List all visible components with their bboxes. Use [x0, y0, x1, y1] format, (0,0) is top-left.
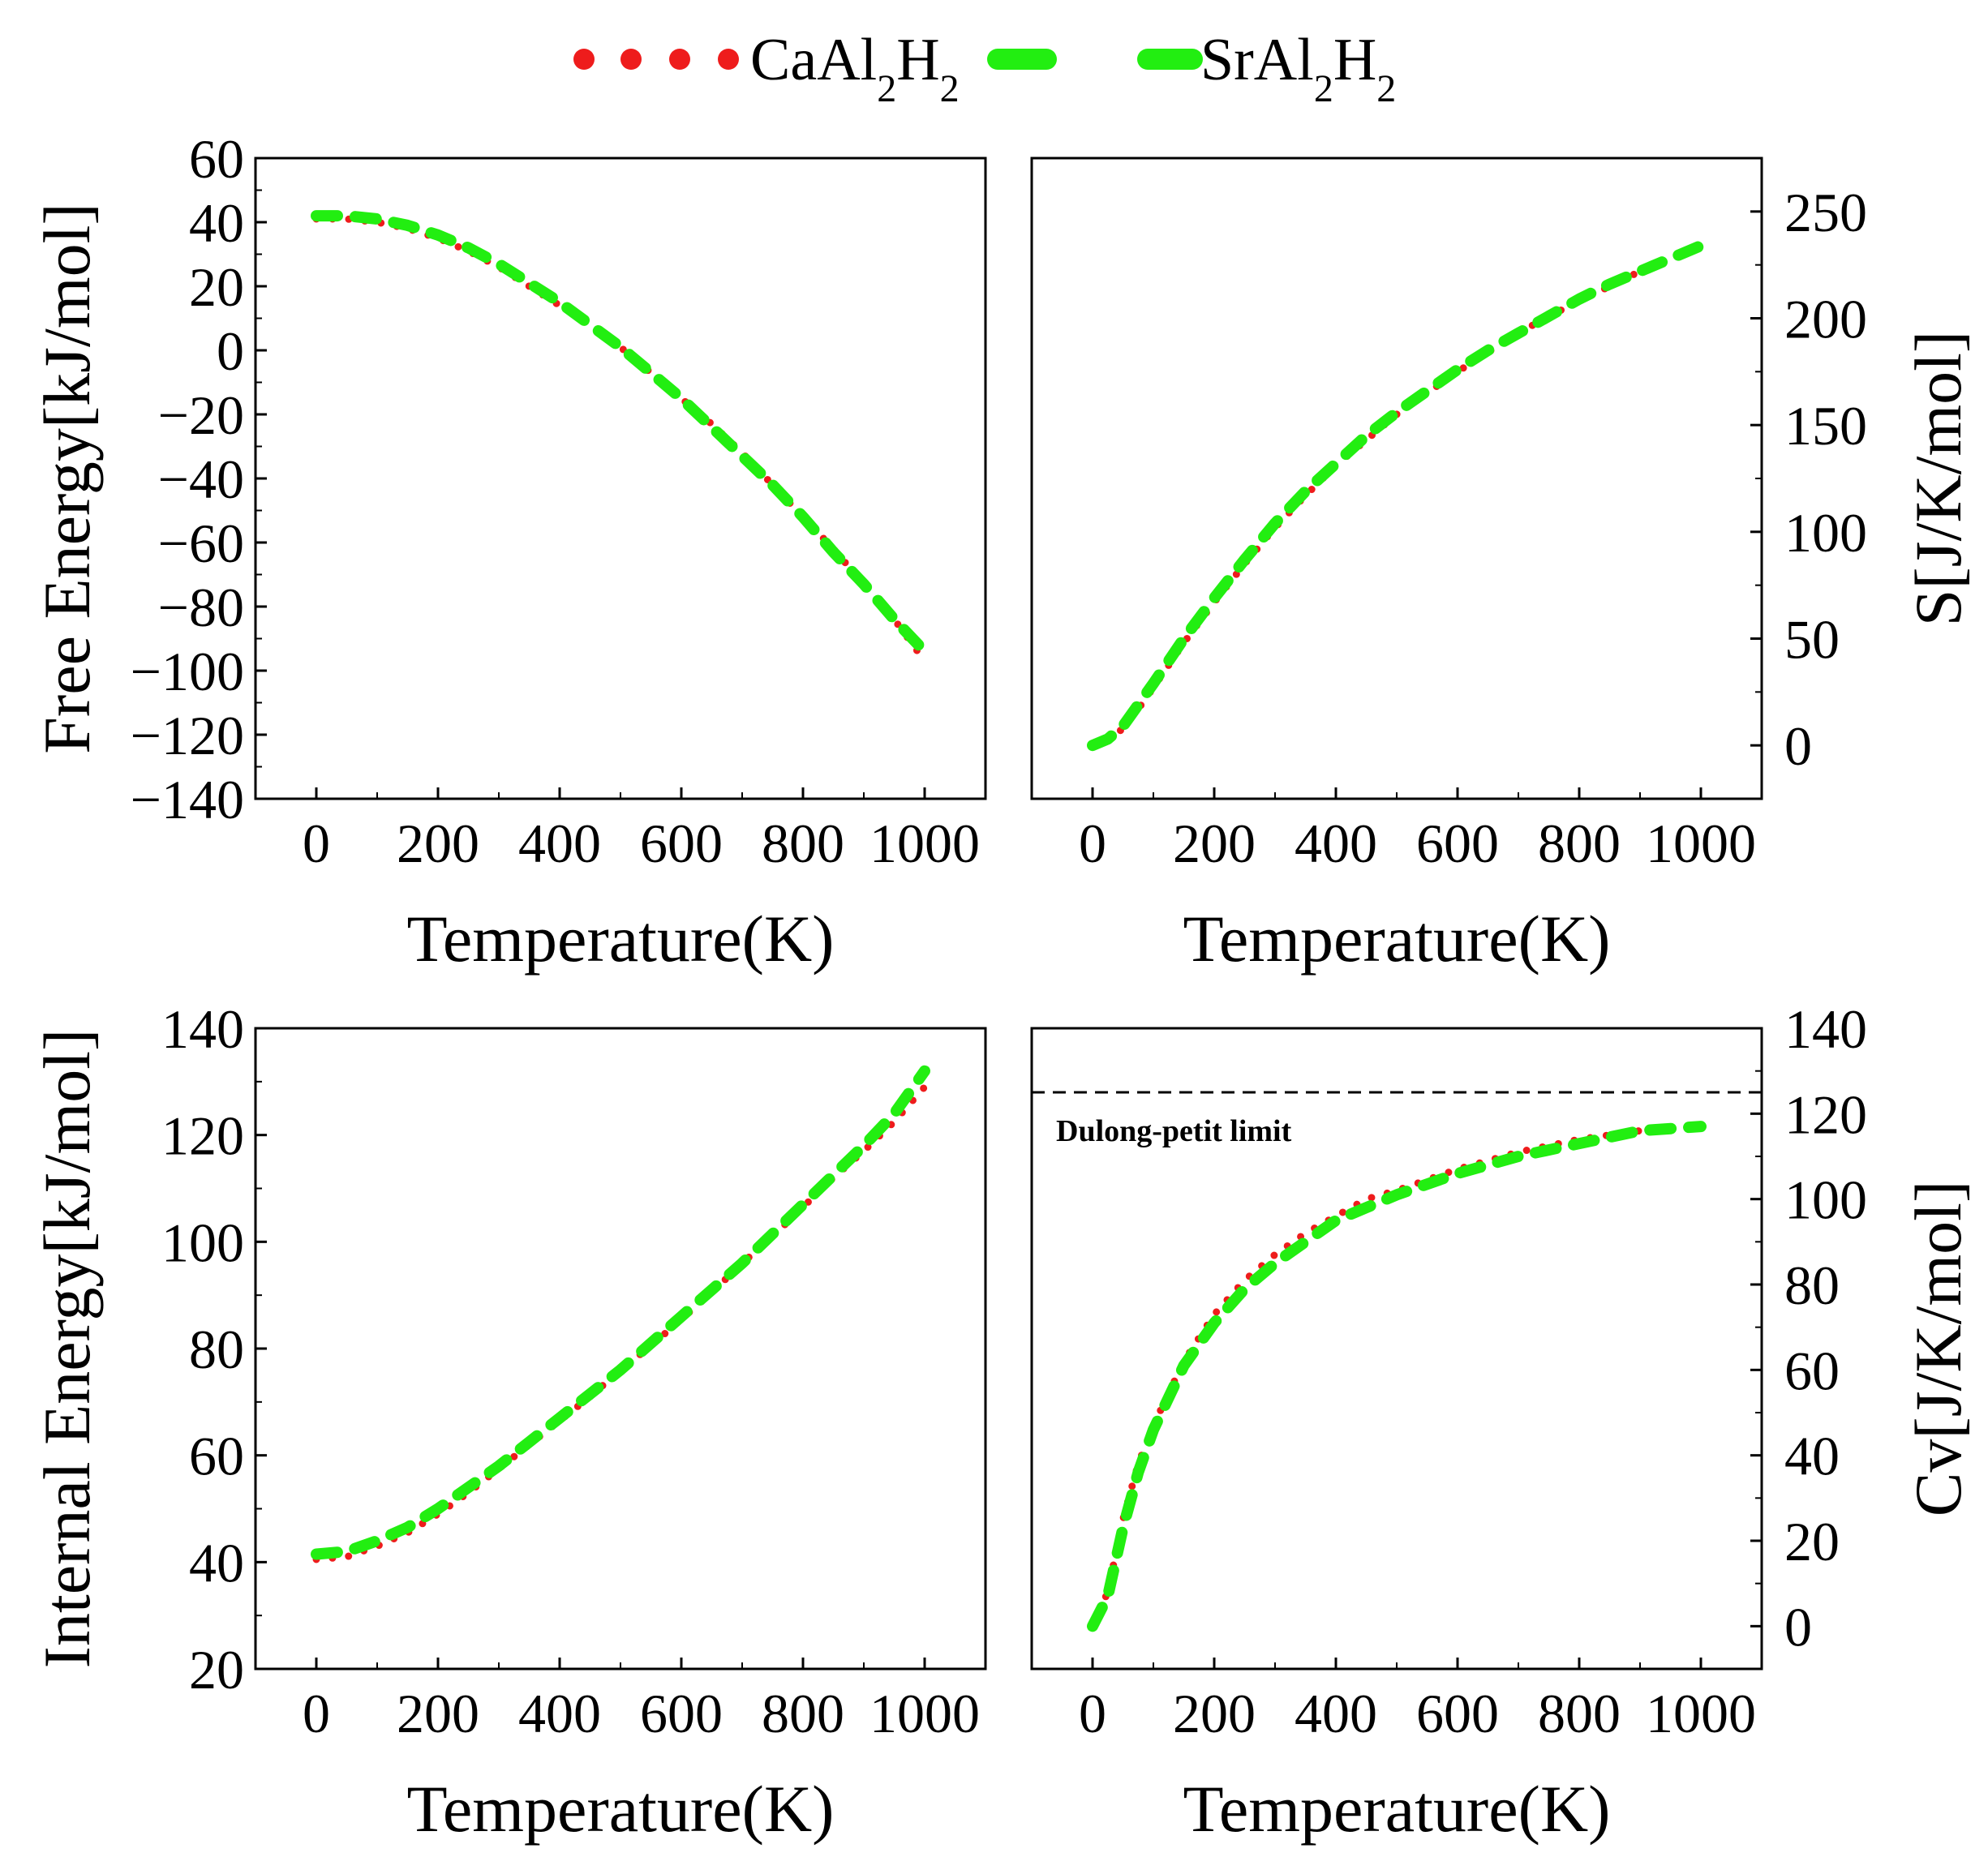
- x-tick-label: 600: [1416, 813, 1499, 874]
- y-tick-label: 20: [189, 1639, 244, 1701]
- y-tick-label: 60: [1784, 1340, 1840, 1401]
- series-sr-entropy: [1087, 240, 1707, 752]
- panel-internal-energy: 0 200 400 600 800 1000 20 40 60 80 100 120 140 Temper…: [30, 998, 987, 1846]
- legend: CaAl2H2 SrAl2H2: [573, 27, 1396, 110]
- y-tick-label: −80: [158, 577, 244, 638]
- x-tick-label: 800: [762, 813, 844, 874]
- y-tick-label: 60: [189, 1426, 244, 1487]
- legend-ca-label: CaAl2H2: [750, 27, 960, 110]
- x-axis-title: Temperature(K): [1183, 902, 1611, 976]
- x-tick-label: 400: [518, 1683, 601, 1744]
- legend-item-ca: CaAl2H2: [573, 27, 960, 110]
- y-tick-label: 40: [1784, 1426, 1840, 1487]
- panel-entropy: 0 200 400 600 800 1000 0 50 100 150 200 250 Temperat…: [1030, 157, 1975, 976]
- y-tick-label: 200: [1784, 289, 1867, 350]
- series-sr-internal-energy: [311, 1065, 930, 1560]
- y-axis-title: Free Energy[kJ/mol]: [30, 203, 104, 753]
- legend-sr-label: SrAl2H2: [1200, 27, 1396, 110]
- y-tick-label: 140: [1784, 998, 1867, 1060]
- y-tick-label: 120: [1784, 1083, 1867, 1145]
- y-tick-label: 40: [189, 192, 244, 254]
- y-tick-label: −120: [131, 705, 244, 766]
- legend-ca-marker: [573, 49, 595, 70]
- y-tick-label: −40: [158, 448, 244, 510]
- y-tick-label: 250: [1784, 182, 1867, 243]
- legend-ca-marker: [620, 49, 642, 70]
- series-ca-entropy: [1088, 242, 1705, 749]
- x-tick-label: 200: [1173, 1683, 1256, 1744]
- x-tick-label: 0: [303, 1683, 330, 1744]
- x-tick-label: 600: [640, 1683, 723, 1744]
- y-tick-label: 60: [189, 128, 244, 190]
- plot-frame: [254, 157, 987, 800]
- x-tick-label: 600: [1416, 1683, 1499, 1744]
- y-tick-label: 0: [1784, 1596, 1812, 1658]
- x-tick-label: 600: [640, 813, 723, 874]
- dulong-petit-label: Dulong-petit limit: [1056, 1114, 1292, 1148]
- legend-item-sr: SrAl2H2: [987, 27, 1396, 110]
- series-ca-free-energy: [312, 215, 929, 665]
- y-axis-title: S[J/K/mol]: [1901, 331, 1975, 626]
- y-tick-label: 20: [1784, 1511, 1840, 1572]
- y-tick-label: 100: [1784, 1169, 1867, 1231]
- x-tick-label: 400: [518, 813, 601, 874]
- x-tick-label: 0: [303, 813, 330, 874]
- x-tick-label: 1000: [1646, 1683, 1756, 1744]
- x-tick-label: 800: [1538, 1683, 1621, 1744]
- y-tick-label: 0: [217, 320, 244, 382]
- panel-heat-capacity: 0 200 400 600 800 1000 0 20 40 60 80 100 120 140 Tempe…: [1030, 998, 1975, 1846]
- y-tick-label: 40: [189, 1532, 244, 1593]
- y-tick-label: 20: [189, 256, 244, 318]
- x-tick-label: 200: [397, 1683, 479, 1744]
- x-axis-title: Temperature(K): [407, 1772, 835, 1846]
- legend-ca-marker: [669, 49, 690, 70]
- plot-frame: [254, 1027, 987, 1671]
- y-tick-label: 0: [1784, 715, 1812, 777]
- y-tick-label: 120: [161, 1105, 244, 1167]
- y-tick-label: −100: [131, 641, 244, 702]
- series-ca-internal-energy: [312, 1083, 929, 1563]
- x-tick-label: 0: [1079, 813, 1106, 874]
- x-axis-title: Temperature(K): [1183, 1772, 1611, 1846]
- y-tick-label: −60: [158, 513, 244, 574]
- x-tick-label: 200: [1173, 813, 1256, 874]
- y-tick-label: 150: [1784, 395, 1867, 457]
- y-axis-title: Cv[J/K/mol]: [1901, 1181, 1975, 1517]
- x-tick-label: 1000: [869, 1683, 980, 1744]
- panel-free-energy: 0 200 400 600 800 1000−140−120−100−80−60−40−2…: [30, 128, 987, 976]
- x-tick-label: 1000: [1646, 813, 1756, 874]
- y-tick-label: 80: [189, 1319, 244, 1380]
- y-tick-label: 50: [1784, 609, 1840, 671]
- y-tick-label: 100: [1784, 502, 1867, 564]
- y-tick-label: 140: [161, 998, 244, 1060]
- y-tick-label: 100: [161, 1212, 244, 1273]
- x-tick-label: 0: [1079, 1683, 1106, 1744]
- x-axis-title: Temperature(K): [407, 902, 835, 976]
- x-tick-label: 200: [397, 813, 479, 874]
- x-tick-label: 1000: [869, 813, 980, 874]
- series-sr-free-energy: [311, 210, 930, 658]
- series-sr-heat-capacity: [1087, 1121, 1707, 1632]
- y-tick-label: −140: [131, 769, 244, 830]
- legend-ca-marker: [718, 49, 739, 70]
- x-tick-label: 400: [1295, 813, 1377, 874]
- series-ca-heat-capacity: [1088, 1122, 1705, 1630]
- x-tick-label: 800: [762, 1683, 844, 1744]
- y-axis-title: Internal Energy[kJ/mol]: [30, 1029, 104, 1669]
- y-tick-label: 80: [1784, 1255, 1840, 1316]
- y-tick-label: −20: [158, 384, 244, 446]
- x-tick-label: 400: [1295, 1683, 1377, 1744]
- x-tick-label: 800: [1538, 813, 1621, 874]
